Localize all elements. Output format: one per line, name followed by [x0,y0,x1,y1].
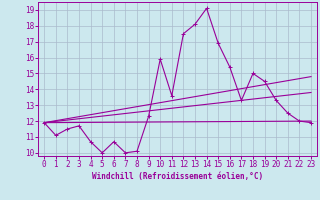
X-axis label: Windchill (Refroidissement éolien,°C): Windchill (Refroidissement éolien,°C) [92,172,263,181]
